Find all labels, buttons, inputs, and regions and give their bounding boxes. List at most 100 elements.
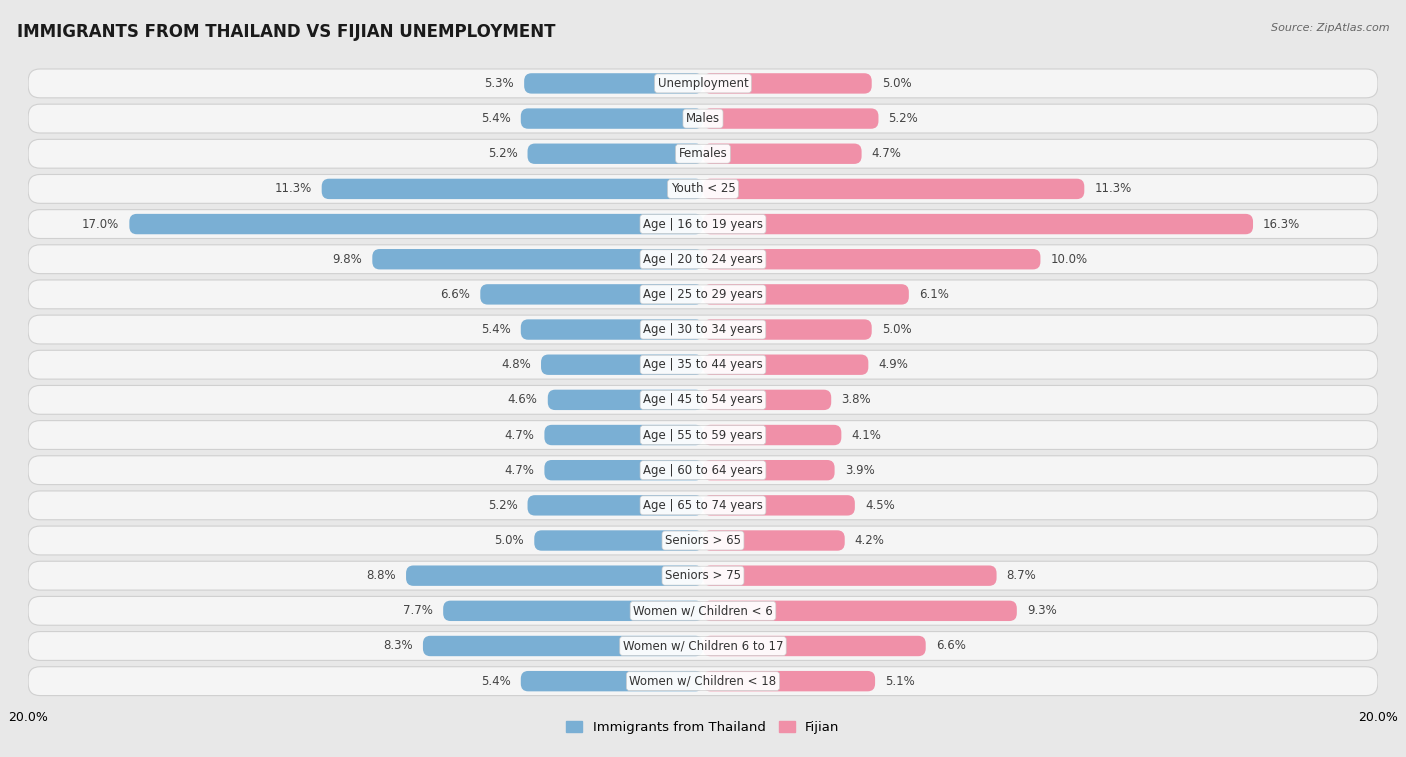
Text: 7.7%: 7.7% [404, 604, 433, 617]
FancyBboxPatch shape [703, 354, 869, 375]
FancyBboxPatch shape [28, 174, 1378, 204]
Text: 5.4%: 5.4% [481, 112, 510, 125]
FancyBboxPatch shape [423, 636, 703, 656]
FancyBboxPatch shape [703, 108, 879, 129]
FancyBboxPatch shape [548, 390, 703, 410]
FancyBboxPatch shape [703, 425, 841, 445]
Text: Age | 16 to 19 years: Age | 16 to 19 years [643, 217, 763, 231]
FancyBboxPatch shape [28, 491, 1378, 520]
Legend: Immigrants from Thailand, Fijian: Immigrants from Thailand, Fijian [561, 715, 845, 740]
FancyBboxPatch shape [28, 456, 1378, 484]
Text: 5.0%: 5.0% [882, 323, 911, 336]
FancyBboxPatch shape [28, 315, 1378, 344]
Text: 5.1%: 5.1% [886, 674, 915, 687]
FancyBboxPatch shape [703, 565, 997, 586]
Text: 4.5%: 4.5% [865, 499, 894, 512]
Text: Women w/ Children < 6: Women w/ Children < 6 [633, 604, 773, 617]
FancyBboxPatch shape [544, 460, 703, 481]
Text: Age | 60 to 64 years: Age | 60 to 64 years [643, 464, 763, 477]
Text: Age | 35 to 44 years: Age | 35 to 44 years [643, 358, 763, 371]
FancyBboxPatch shape [527, 144, 703, 164]
FancyBboxPatch shape [28, 385, 1378, 414]
FancyBboxPatch shape [703, 144, 862, 164]
FancyBboxPatch shape [520, 108, 703, 129]
Text: 4.6%: 4.6% [508, 394, 537, 407]
Text: 16.3%: 16.3% [1263, 217, 1301, 231]
Text: Age | 65 to 74 years: Age | 65 to 74 years [643, 499, 763, 512]
Text: 9.8%: 9.8% [332, 253, 363, 266]
FancyBboxPatch shape [703, 179, 1084, 199]
FancyBboxPatch shape [703, 214, 1253, 234]
Text: 8.8%: 8.8% [367, 569, 396, 582]
FancyBboxPatch shape [406, 565, 703, 586]
FancyBboxPatch shape [28, 667, 1378, 696]
Text: 5.2%: 5.2% [889, 112, 918, 125]
Text: 4.1%: 4.1% [852, 428, 882, 441]
Text: Seniors > 75: Seniors > 75 [665, 569, 741, 582]
FancyBboxPatch shape [443, 600, 703, 621]
FancyBboxPatch shape [28, 421, 1378, 450]
FancyBboxPatch shape [703, 636, 925, 656]
FancyBboxPatch shape [28, 280, 1378, 309]
Text: Males: Males [686, 112, 720, 125]
Text: Females: Females [679, 148, 727, 160]
Text: Unemployment: Unemployment [658, 77, 748, 90]
Text: 5.2%: 5.2% [488, 499, 517, 512]
FancyBboxPatch shape [28, 597, 1378, 625]
Text: Age | 55 to 59 years: Age | 55 to 59 years [643, 428, 763, 441]
Text: Age | 30 to 34 years: Age | 30 to 34 years [643, 323, 763, 336]
FancyBboxPatch shape [544, 425, 703, 445]
Text: Age | 45 to 54 years: Age | 45 to 54 years [643, 394, 763, 407]
FancyBboxPatch shape [703, 671, 875, 691]
Text: 4.7%: 4.7% [872, 148, 901, 160]
Text: Seniors > 65: Seniors > 65 [665, 534, 741, 547]
Text: 4.2%: 4.2% [855, 534, 884, 547]
Text: 4.7%: 4.7% [505, 464, 534, 477]
FancyBboxPatch shape [28, 210, 1378, 238]
FancyBboxPatch shape [703, 460, 835, 481]
FancyBboxPatch shape [527, 495, 703, 516]
Text: 3.8%: 3.8% [841, 394, 870, 407]
FancyBboxPatch shape [28, 631, 1378, 660]
Text: 8.3%: 8.3% [384, 640, 413, 653]
FancyBboxPatch shape [524, 73, 703, 94]
Text: 5.3%: 5.3% [485, 77, 515, 90]
FancyBboxPatch shape [28, 245, 1378, 273]
FancyBboxPatch shape [481, 284, 703, 304]
FancyBboxPatch shape [703, 284, 908, 304]
FancyBboxPatch shape [703, 73, 872, 94]
FancyBboxPatch shape [520, 319, 703, 340]
FancyBboxPatch shape [703, 390, 831, 410]
Text: 17.0%: 17.0% [82, 217, 120, 231]
FancyBboxPatch shape [541, 354, 703, 375]
FancyBboxPatch shape [28, 104, 1378, 133]
Text: 5.2%: 5.2% [488, 148, 517, 160]
FancyBboxPatch shape [703, 600, 1017, 621]
Text: 9.3%: 9.3% [1026, 604, 1057, 617]
Text: 4.8%: 4.8% [501, 358, 531, 371]
Text: Women w/ Children < 18: Women w/ Children < 18 [630, 674, 776, 687]
Text: 4.9%: 4.9% [879, 358, 908, 371]
FancyBboxPatch shape [534, 531, 703, 550]
Text: 6.1%: 6.1% [920, 288, 949, 301]
Text: 10.0%: 10.0% [1050, 253, 1088, 266]
Text: IMMIGRANTS FROM THAILAND VS FIJIAN UNEMPLOYMENT: IMMIGRANTS FROM THAILAND VS FIJIAN UNEMP… [17, 23, 555, 41]
FancyBboxPatch shape [28, 350, 1378, 379]
Text: Age | 25 to 29 years: Age | 25 to 29 years [643, 288, 763, 301]
Text: 6.6%: 6.6% [936, 640, 966, 653]
Text: Youth < 25: Youth < 25 [671, 182, 735, 195]
FancyBboxPatch shape [28, 69, 1378, 98]
Text: 3.9%: 3.9% [845, 464, 875, 477]
Text: Source: ZipAtlas.com: Source: ZipAtlas.com [1271, 23, 1389, 33]
FancyBboxPatch shape [28, 526, 1378, 555]
Text: 11.3%: 11.3% [1094, 182, 1132, 195]
Text: Age | 20 to 24 years: Age | 20 to 24 years [643, 253, 763, 266]
Text: 5.0%: 5.0% [495, 534, 524, 547]
Text: 5.4%: 5.4% [481, 674, 510, 687]
FancyBboxPatch shape [129, 214, 703, 234]
Text: 5.4%: 5.4% [481, 323, 510, 336]
Text: 8.7%: 8.7% [1007, 569, 1036, 582]
FancyBboxPatch shape [703, 249, 1040, 269]
Text: Women w/ Children 6 to 17: Women w/ Children 6 to 17 [623, 640, 783, 653]
FancyBboxPatch shape [703, 531, 845, 550]
